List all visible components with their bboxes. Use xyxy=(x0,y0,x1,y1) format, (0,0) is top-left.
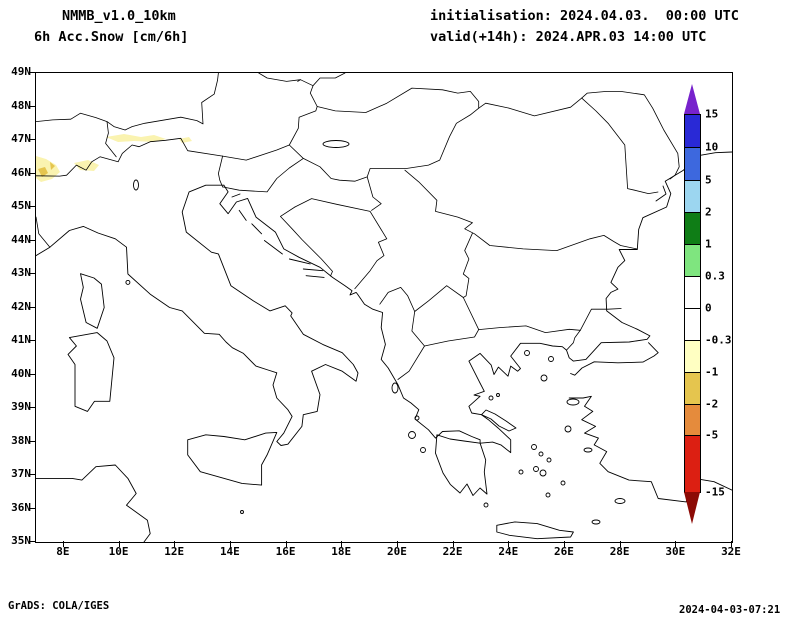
lon-axis-label: 26E xyxy=(554,545,574,558)
lat-axis-label: 45N xyxy=(11,199,31,212)
colorbar-tick-label: -2 xyxy=(705,397,719,411)
colorbar-segment xyxy=(684,404,701,436)
model-name: NMMB_v1.0_10km xyxy=(62,8,176,24)
coastlines xyxy=(36,151,732,542)
lat-axis-label: 46N xyxy=(11,165,31,179)
lat-axis-label: 43N xyxy=(11,266,31,279)
lon-axis-label: 18E xyxy=(331,545,352,558)
lat-axis-tick xyxy=(29,474,35,475)
lon-axis-label: 10E xyxy=(108,545,129,558)
lon-axis-tick xyxy=(508,541,510,547)
colorbar-segment xyxy=(684,276,701,309)
product-name: 6h Acc.Snow [cm/6h] xyxy=(34,29,189,45)
colorbar-segment xyxy=(684,212,701,245)
lat-axis-label: 37N xyxy=(11,467,31,480)
valid-time: valid(+14h): 2024.APR.03 14:00 UTC xyxy=(430,29,707,45)
lon-axis-tick xyxy=(396,541,398,547)
lon-axis-tick xyxy=(118,541,120,547)
colorbar-tick-label: -15 xyxy=(705,485,725,499)
lat-axis-label: 42N xyxy=(11,299,31,313)
lon-axis-tick xyxy=(731,541,732,547)
colorbar-tick-label: -5 xyxy=(705,428,719,442)
map-svg xyxy=(36,73,732,542)
colorbar-segment xyxy=(684,372,701,405)
lon-axis-label: 8E xyxy=(56,545,70,558)
lat-axis-tick xyxy=(29,407,35,408)
colorbar-tick-label: 1 xyxy=(705,237,712,251)
colorbar-tick-label: 5 xyxy=(705,173,712,187)
lat-axis-tick xyxy=(29,340,35,341)
colorbar-segment xyxy=(684,114,701,148)
colorbar-tick-label: 0 xyxy=(705,301,712,315)
lon-axis-tick xyxy=(341,541,343,547)
lon-axis-tick xyxy=(563,541,565,547)
lat-axis-tick xyxy=(29,306,35,308)
colorbar-segment xyxy=(684,308,701,341)
colorbar-tick-label: 2 xyxy=(705,205,712,219)
lat-axis-label: 49N xyxy=(11,65,31,78)
lat-axis-label: 47N xyxy=(11,132,31,145)
country-borders xyxy=(36,73,680,380)
lat-axis-label: 41N xyxy=(11,333,31,346)
lat-axis-tick xyxy=(29,273,35,274)
lon-axis-tick xyxy=(229,541,231,547)
lon-axis-tick xyxy=(174,541,176,547)
lon-axis-label: 28E xyxy=(609,545,630,558)
islands-and-lakes xyxy=(125,140,626,525)
lat-axis-label: 40N xyxy=(11,366,31,380)
lat-axis-tick xyxy=(29,373,35,375)
lat-axis-tick xyxy=(29,239,35,241)
colorbar-tick-label: -1 xyxy=(705,365,719,379)
lat-axis-label: 44N xyxy=(11,232,31,246)
lon-axis-tick xyxy=(285,541,287,547)
lat-axis-tick xyxy=(29,172,35,174)
colorbar-arrow-up xyxy=(684,84,700,114)
lat-axis-tick xyxy=(29,139,35,140)
lon-axis-tick xyxy=(452,541,454,547)
init-time: initialisation: 2024.04.03. 00:00 UTC xyxy=(430,8,739,24)
lon-axis-label: 12E xyxy=(164,545,185,558)
lon-axis-tick xyxy=(62,541,64,547)
colorbar-segment xyxy=(684,147,701,181)
colorbar-segment xyxy=(684,244,701,277)
map-plot-area xyxy=(35,72,733,543)
lon-axis-label: 32E xyxy=(721,545,741,558)
grads-credit: GrADS: COLA/IGES xyxy=(8,600,110,612)
lon-axis-label: 22E xyxy=(442,545,463,558)
lon-axis-label: 16E xyxy=(275,545,296,558)
lat-axis-label: 48N xyxy=(11,98,31,112)
colorbar-segment xyxy=(684,340,701,373)
lat-axis-tick xyxy=(29,105,35,107)
lon-axis-tick xyxy=(675,541,677,547)
lat-axis-label: 35N xyxy=(11,534,31,547)
lat-axis-tick xyxy=(29,541,35,542)
lat-axis-tick xyxy=(29,72,35,73)
lon-axis-label: 20E xyxy=(386,545,407,558)
colorbar-segment xyxy=(684,435,701,493)
lat-axis-label: 38N xyxy=(11,433,31,447)
lat-axis-label: 36N xyxy=(11,500,31,514)
lat-axis-tick xyxy=(29,440,35,442)
lon-axis-label: 30E xyxy=(665,545,686,558)
lat-axis-tick xyxy=(29,507,35,509)
lon-axis-label: 14E xyxy=(219,545,240,558)
colorbar-tick-label: 10 xyxy=(705,140,719,154)
creation-timestamp: 2024-04-03-07:21 xyxy=(679,604,781,616)
colorbar-segment xyxy=(684,180,701,213)
lon-axis-label: 24E xyxy=(498,545,519,558)
colorbar-tick-label: -0.3 xyxy=(705,333,732,347)
colorbar-arrow-down xyxy=(684,492,700,524)
lon-axis-tick xyxy=(619,541,621,547)
lat-axis-tick xyxy=(29,206,35,207)
colorbar-tick-label: 0.3 xyxy=(705,269,725,283)
lat-axis-label: 39N xyxy=(11,400,31,413)
colorbar-tick-label: 15 xyxy=(705,107,719,121)
